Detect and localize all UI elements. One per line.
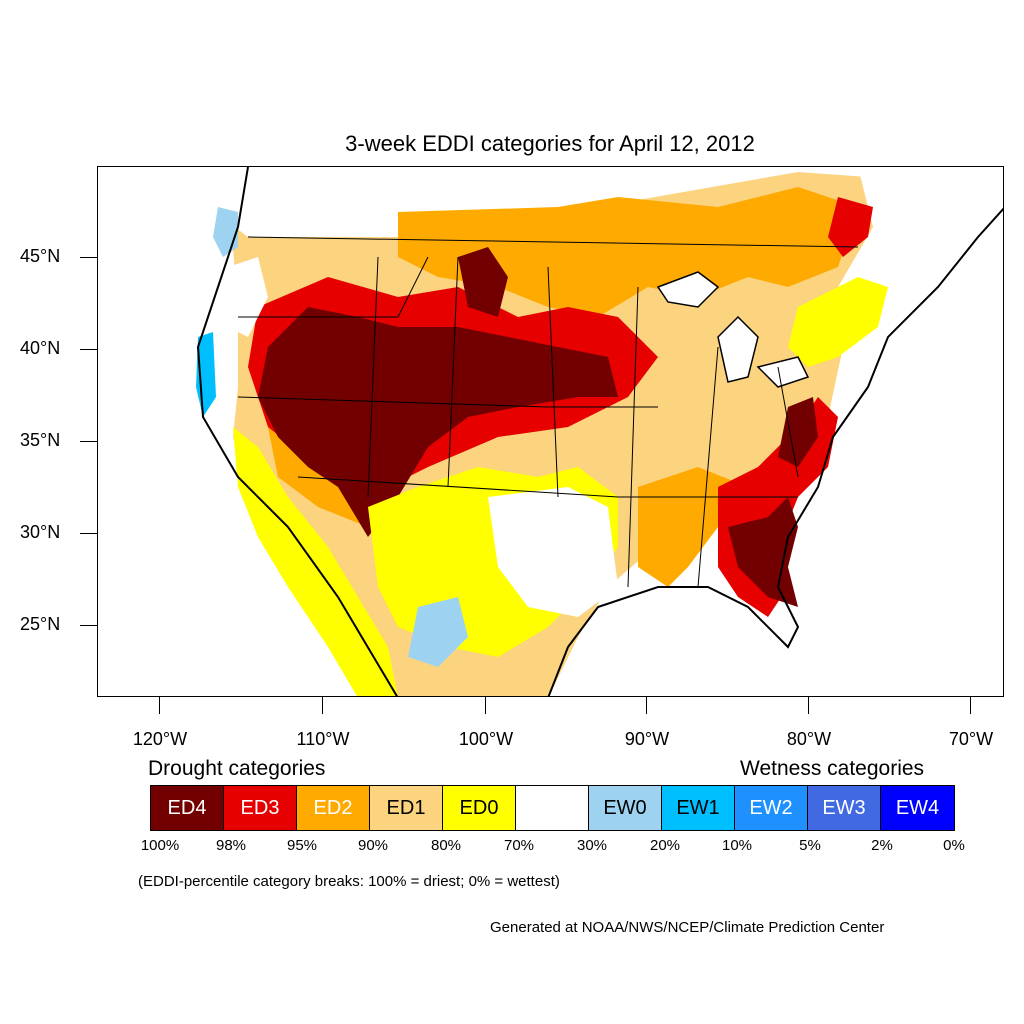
legend-label-ed1: ED1	[386, 796, 426, 819]
legend-label-ed2: ED2	[313, 796, 353, 819]
lon-tick-110w	[322, 697, 323, 714]
credit-line: Generated at NOAA/NWS/NCEP/Climate Predi…	[490, 919, 885, 936]
legend-label-ed3: ED3	[240, 796, 280, 819]
pct-10: 10%	[721, 837, 753, 854]
lon-tick-80w	[808, 697, 809, 714]
legend-label-ed4: ED4	[167, 796, 207, 819]
lon-tick-120w	[159, 697, 160, 714]
lat-label-25n: 25°N	[20, 614, 61, 634]
lat-tick-30n	[80, 533, 97, 534]
pct-98: 98%	[215, 837, 247, 854]
lat-label-45n: 45°N	[20, 246, 61, 266]
pct-0: 0%	[943, 837, 965, 854]
legend-box-ed1: ED1	[370, 786, 443, 830]
ew-northwest	[213, 207, 238, 257]
pct-95: 95%	[286, 837, 318, 854]
lon-label-80w: 80°W	[786, 729, 832, 749]
lat-tick-40n	[80, 349, 97, 350]
lat-tick-35n	[80, 441, 97, 442]
wetness-categories-heading: Wetness categories	[740, 757, 925, 780]
legend-box-ed0: ED0	[443, 786, 516, 830]
lon-tick-100w	[485, 697, 486, 714]
ed4-north	[458, 247, 508, 317]
lon-label-120w: 120°W	[132, 729, 188, 749]
ed0-northeast	[788, 277, 888, 367]
legend-box-ed2: ED2	[297, 786, 370, 830]
legend-box-ew0: EW0	[589, 786, 662, 830]
pct-100: 100%	[140, 837, 180, 854]
legend-box-ew1: EW1	[662, 786, 735, 830]
category-break-note: (EDDI-percentile category breaks: 100% =…	[138, 873, 560, 890]
legend-color-bar: ED4 ED3 ED2 ED1 ED0 EW0 EW1 EW2 EW3 EW4	[150, 785, 955, 831]
ed4-eastcoast	[778, 397, 818, 467]
legend-label-ew0: EW0	[603, 796, 647, 819]
ed4-core	[258, 307, 618, 537]
boundary-lines	[237, 236, 859, 588]
lon-label-70w: 70°W	[948, 729, 994, 749]
drought-categories-heading: Drought categories	[148, 757, 326, 780]
legend-box-ew4: EW4	[881, 786, 954, 830]
pct-2: 2%	[871, 837, 893, 854]
lon-tick-90w	[646, 697, 647, 714]
ed3-northeast	[828, 197, 873, 257]
lat-tick-45n	[80, 257, 97, 258]
legend-box-ed4: ED4	[151, 786, 224, 830]
lat-label-40n: 40°N	[20, 338, 61, 358]
legend-label-ew4: EW4	[895, 796, 940, 819]
eddi-map-graphic	[196, 167, 1003, 696]
pct-5: 5%	[799, 837, 821, 854]
legend-box-ed3: ED3	[224, 786, 297, 830]
ed2-north	[398, 187, 858, 317]
lon-label-90w: 90°W	[624, 729, 670, 749]
legend-label-ew2: EW2	[749, 796, 793, 819]
legend-label-ew1: EW1	[676, 796, 720, 819]
legend-label-ew3: EW3	[822, 796, 866, 819]
pct-80: 80%	[430, 837, 462, 854]
pct-20: 20%	[649, 837, 681, 854]
lon-label-100w: 100°W	[458, 729, 514, 749]
pct-30: 30%	[576, 837, 608, 854]
legend-label-ed0: ED0	[459, 796, 499, 819]
legend-box-ew3: EW3	[808, 786, 881, 830]
map-title: 3-week EDDI categories for April 12, 201…	[345, 131, 755, 156]
lon-label-110w: 110°W	[296, 729, 350, 749]
lat-label-35n: 35°N	[20, 430, 61, 450]
ew-mexico	[408, 597, 468, 667]
legend-box-normal	[516, 786, 589, 830]
pct-70: 70%	[503, 837, 535, 854]
lat-label-30n: 30°N	[20, 522, 61, 542]
normal-texas	[488, 487, 618, 617]
legend-box-ew2: EW2	[735, 786, 808, 830]
lat-tick-25n	[80, 625, 97, 626]
pct-90: 90%	[357, 837, 389, 854]
great-lakes	[656, 271, 810, 388]
coastline	[196, 167, 1003, 696]
eddi-map	[97, 166, 1004, 697]
lon-tick-70w	[970, 697, 971, 714]
